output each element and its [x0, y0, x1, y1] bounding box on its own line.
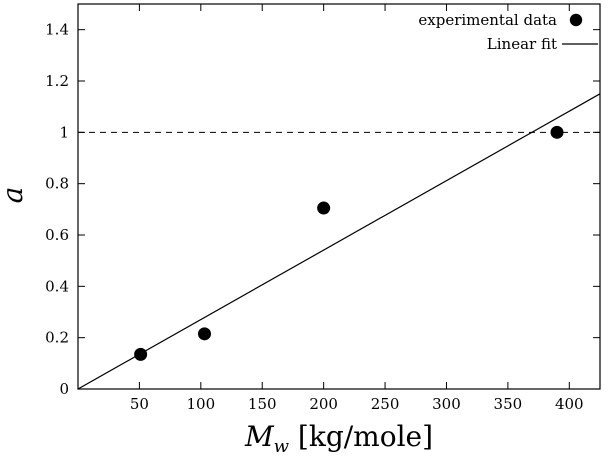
y-tick-label: 1.2	[45, 72, 69, 90]
x-tick-label: 250	[371, 395, 400, 413]
x-tick-label: 300	[432, 395, 461, 413]
fit-layer	[77, 93, 601, 390]
x-tick-label: 400	[555, 395, 584, 413]
x-tick-label: 50	[130, 395, 149, 413]
points-layer	[134, 125, 564, 361]
x-tick-label: 200	[309, 395, 338, 413]
y-axis-label: a	[0, 187, 29, 204]
data-point	[317, 201, 331, 215]
legend-marker-experimental-data	[569, 13, 583, 27]
plot-frame	[77, 3, 601, 390]
legend-label-experimental-data: experimental data	[418, 11, 557, 29]
y-tick-label: 1.4	[45, 21, 69, 39]
x-tick-label: 150	[248, 395, 277, 413]
data-point	[198, 327, 212, 341]
x-axis-label-unit: [kg/mole]	[289, 420, 433, 453]
data-point	[550, 125, 564, 139]
x-ticks: 50 100 150 200 250 300 350 400	[130, 4, 584, 413]
legend: experimental data Linear fit	[418, 11, 598, 53]
data-point	[134, 347, 148, 361]
y-ticks: 0 0.2 0.4 0.6 0.8 1 1.2 1.4	[45, 21, 600, 398]
x-axis-label-subscript: w	[274, 436, 290, 457]
x-tick-label: 350	[494, 395, 523, 413]
series-line-linear-fit	[77, 93, 601, 390]
legend-label-linear-fit: Linear fit	[487, 35, 557, 53]
x-axis-label-main: M	[244, 420, 275, 453]
y-tick-label: 0.6	[45, 226, 69, 244]
y-tick-label: 0.8	[45, 175, 69, 193]
x-axis-label: Mw [kg/mole]	[244, 420, 433, 457]
y-tick-label: 1	[59, 123, 69, 141]
x-tick-label: 100	[187, 395, 216, 413]
y-tick-label: 0.2	[45, 329, 69, 347]
y-tick-label: 0.4	[45, 277, 69, 295]
y-tick-label: 0	[59, 380, 69, 398]
